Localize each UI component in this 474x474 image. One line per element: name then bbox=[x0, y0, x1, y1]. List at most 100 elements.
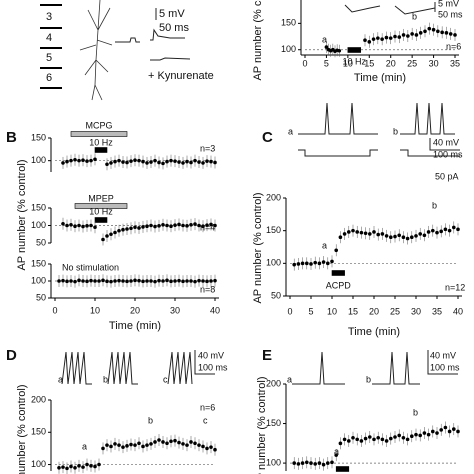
x-tick-label: 30 bbox=[411, 306, 421, 316]
annotation: n=12 bbox=[445, 282, 465, 292]
data-point bbox=[121, 160, 125, 164]
x-tick-label: 25 bbox=[407, 58, 417, 68]
x-tick-label: 40 bbox=[453, 306, 463, 316]
neuron bbox=[79, 0, 113, 101]
data-point bbox=[213, 160, 217, 165]
data-point bbox=[397, 433, 402, 438]
data-point bbox=[426, 432, 431, 437]
data-point bbox=[109, 279, 113, 284]
y-tick-label: 50 bbox=[271, 290, 281, 300]
annotation: No stimulation bbox=[62, 262, 119, 272]
data-point bbox=[376, 36, 380, 40]
x-tick-label: 5 bbox=[324, 58, 329, 68]
data-point bbox=[149, 279, 153, 283]
data-point bbox=[93, 225, 97, 230]
annotation: n=8 bbox=[200, 284, 215, 294]
data-point bbox=[380, 232, 385, 236]
data-point bbox=[153, 158, 157, 163]
y-tick-label: 100 bbox=[31, 220, 46, 230]
data-point bbox=[418, 31, 423, 35]
data-point bbox=[77, 223, 81, 228]
data-point bbox=[177, 278, 181, 283]
annotation: b bbox=[366, 374, 371, 384]
data-point bbox=[406, 34, 410, 38]
x-tick-label: 10 bbox=[327, 306, 337, 316]
data-point bbox=[189, 160, 193, 165]
data-point bbox=[201, 444, 205, 449]
y-axis-label: AP number (% control) bbox=[252, 0, 264, 81]
y-tick-label: 50 bbox=[36, 237, 46, 247]
data-point bbox=[161, 440, 165, 444]
data-point bbox=[414, 234, 418, 238]
data-point bbox=[193, 222, 197, 226]
data-point bbox=[305, 460, 309, 465]
data-point bbox=[137, 278, 141, 283]
data-point bbox=[93, 279, 97, 283]
data-point bbox=[189, 279, 193, 283]
x-tick-label: 0 bbox=[52, 305, 57, 315]
data-point bbox=[109, 232, 113, 237]
data-point bbox=[169, 439, 173, 444]
data-point bbox=[371, 37, 376, 41]
y-tick-label: 150 bbox=[281, 18, 296, 28]
data-point bbox=[205, 279, 209, 284]
data-point bbox=[157, 224, 161, 228]
data-point bbox=[376, 435, 381, 440]
data-point bbox=[440, 30, 444, 35]
stimulus-label: 10 Hz bbox=[343, 56, 367, 66]
data-point bbox=[157, 278, 161, 283]
data-point bbox=[439, 229, 444, 234]
data-point bbox=[317, 261, 322, 266]
annotation: 40 mV bbox=[198, 350, 224, 360]
data-point bbox=[177, 222, 181, 227]
y-tick-label: 100 bbox=[281, 44, 296, 54]
data-point bbox=[209, 222, 213, 227]
data-point bbox=[213, 447, 217, 452]
x-tick-label: 40 bbox=[210, 305, 220, 315]
data-point bbox=[89, 158, 93, 163]
data-point bbox=[149, 223, 153, 228]
data-point bbox=[97, 462, 101, 467]
data-point bbox=[435, 431, 439, 435]
stimulus-bar bbox=[94, 217, 108, 223]
data-point bbox=[397, 35, 402, 39]
data-point bbox=[137, 158, 141, 163]
data-point bbox=[197, 443, 201, 447]
data-point bbox=[355, 230, 360, 234]
data-point bbox=[423, 29, 427, 34]
stimulus-bar bbox=[335, 466, 350, 472]
data-point bbox=[129, 159, 133, 163]
data-point bbox=[456, 429, 460, 434]
data-point bbox=[77, 278, 81, 283]
data-point bbox=[165, 223, 169, 228]
data-point bbox=[133, 278, 137, 283]
data-point bbox=[65, 466, 69, 471]
trace bbox=[292, 350, 458, 385]
panel-label: D bbox=[6, 347, 17, 364]
y-tick-label: 200 bbox=[281, 0, 296, 1]
stimulus-bar bbox=[347, 47, 362, 53]
data-point bbox=[185, 443, 189, 447]
data-point bbox=[405, 236, 410, 241]
data-point bbox=[141, 444, 145, 449]
stimulus-bar bbox=[94, 147, 108, 153]
data-point bbox=[133, 443, 137, 447]
data-point bbox=[213, 223, 217, 228]
data-point bbox=[121, 445, 125, 449]
data-point bbox=[177, 440, 181, 445]
y-tick-label: 100 bbox=[266, 258, 281, 268]
data-point bbox=[77, 158, 81, 163]
data-point bbox=[337, 48, 342, 53]
data-point bbox=[443, 425, 448, 430]
data-point bbox=[149, 442, 153, 446]
layer-label: 4 bbox=[46, 32, 52, 44]
data-point bbox=[443, 227, 448, 232]
data-point bbox=[153, 279, 157, 284]
data-point bbox=[410, 235, 414, 239]
data-point bbox=[161, 279, 165, 283]
data-point bbox=[427, 26, 432, 31]
data-point bbox=[101, 237, 105, 242]
data-point bbox=[189, 223, 193, 227]
data-point bbox=[388, 36, 393, 40]
